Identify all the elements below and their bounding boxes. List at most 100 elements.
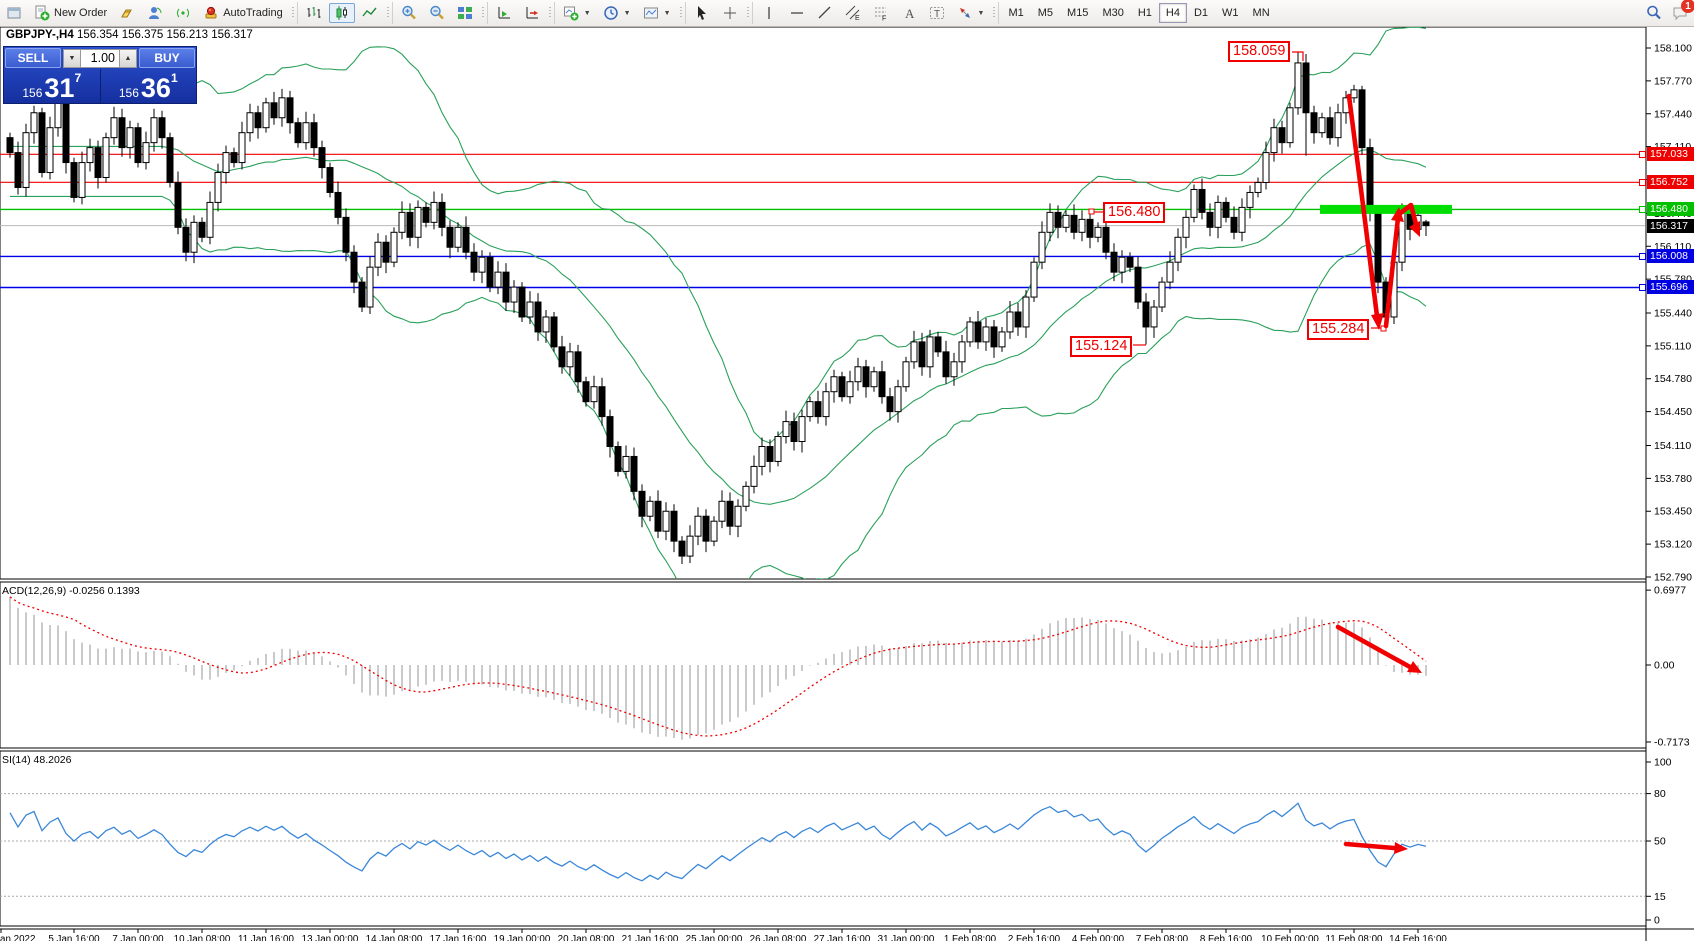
chat-icon[interactable]: 1 bbox=[1672, 0, 1694, 21]
new-chart-icon-glyph bbox=[563, 5, 579, 21]
fibonacci-icon[interactable]: F bbox=[868, 3, 894, 23]
period-clock-icon-glyph bbox=[603, 5, 619, 21]
axis-tick-label: 155.440 bbox=[1654, 307, 1692, 319]
buy-price[interactable]: 156 36 1 bbox=[101, 69, 197, 103]
auto-scroll-icon[interactable] bbox=[519, 3, 545, 23]
buy-price-point: 1 bbox=[170, 71, 178, 85]
trendline-icon[interactable] bbox=[812, 3, 838, 23]
bar-chart-icon-glyph bbox=[306, 5, 322, 21]
axis-tick-label: 15 bbox=[1654, 891, 1666, 903]
volume-field[interactable]: 1.00 bbox=[81, 48, 119, 68]
buy-price-pips: 36 bbox=[140, 73, 171, 103]
period-clock-icon[interactable]: ▼ bbox=[598, 3, 636, 23]
text-icon[interactable]: A bbox=[896, 3, 922, 23]
zoom-out-icon[interactable] bbox=[424, 3, 450, 23]
time-tick-label: 31 Jan 00:00 bbox=[878, 934, 935, 941]
window-icon[interactable] bbox=[1, 3, 27, 23]
sell-price-base: 156 bbox=[22, 86, 43, 100]
axis-price-label-155-696: 155.696 bbox=[1647, 280, 1694, 295]
zoom-in-icon[interactable] bbox=[396, 3, 422, 23]
time-tick-label: 10 Feb 00:00 bbox=[1261, 934, 1319, 941]
template-icon[interactable]: ▼ bbox=[638, 3, 676, 23]
axis-price-label-157-033: 157.033 bbox=[1647, 147, 1694, 162]
timeframe-m1-button[interactable]: M1 bbox=[1008, 7, 1024, 19]
rsi-label: SI(14) 48.2026 bbox=[2, 754, 72, 766]
timeframe-m5-button[interactable]: M5 bbox=[1037, 7, 1054, 19]
sell-price[interactable]: 156 31 7 bbox=[4, 69, 101, 103]
chart-title: GBPJPY-,H4 156.354 156.375 156.213 156.3… bbox=[6, 29, 253, 41]
text-label-icon[interactable]: T bbox=[924, 3, 950, 23]
axis-tick-label: 153.450 bbox=[1654, 506, 1692, 518]
autotrading-button[interactable]: AutoTrading bbox=[198, 3, 288, 23]
cursor-icon[interactable] bbox=[689, 3, 715, 23]
notification-badge: 1 bbox=[1681, 0, 1694, 13]
zoom-in-icon-glyph bbox=[401, 5, 417, 21]
arrows-icon[interactable]: ▼ bbox=[952, 3, 990, 23]
new-chart-icon[interactable]: ▼ bbox=[558, 3, 596, 23]
time-tick-label: 7 Feb 08:00 bbox=[1136, 934, 1189, 941]
timeframe-d1-button[interactable]: D1 bbox=[1193, 7, 1209, 19]
axis-tick-label: 154.110 bbox=[1654, 440, 1691, 452]
axis-tick-label: 154.450 bbox=[1654, 406, 1692, 418]
timeframe-mn-button[interactable]: MN bbox=[1252, 7, 1270, 19]
vertical-line-icon[interactable] bbox=[756, 3, 782, 23]
time-tick-label: 2 Feb 16:00 bbox=[1008, 934, 1061, 941]
tile-windows-icon[interactable] bbox=[452, 3, 478, 23]
timeframe-m15-button[interactable]: M15 bbox=[1067, 7, 1089, 19]
dropdown-arrow-icon[interactable]: ▼ bbox=[583, 9, 591, 17]
level-anchor-marker bbox=[1639, 150, 1646, 158]
sell-button[interactable]: SELL bbox=[5, 48, 61, 68]
broadcast-icon[interactable] bbox=[170, 3, 196, 23]
dropdown-arrow-icon[interactable]: ▼ bbox=[977, 9, 985, 17]
autotrading-button-label: AutoTrading bbox=[223, 7, 283, 19]
chart-area[interactable]: GBPJPY-,H4 156.354 156.375 156.213 156.3… bbox=[0, 26, 1694, 941]
volume-decrease-button[interactable]: ▼ bbox=[63, 48, 81, 68]
tile-windows-icon-glyph bbox=[457, 5, 473, 21]
search-icon[interactable] bbox=[1646, 5, 1662, 21]
chart-shift-icon-glyph bbox=[496, 5, 512, 21]
template-icon-glyph bbox=[643, 5, 659, 21]
svg-text:T: T bbox=[934, 9, 940, 20]
new-order-button[interactable]: New Order bbox=[29, 3, 112, 23]
new-order-button-label: New Order bbox=[54, 7, 108, 19]
axis-tick-label: 153.120 bbox=[1654, 539, 1692, 551]
level-anchor-marker bbox=[1639, 205, 1646, 213]
axis-tick-label: 100 bbox=[1654, 757, 1672, 769]
chart-shift-icon[interactable] bbox=[491, 3, 517, 23]
axis-tick-label: 157.770 bbox=[1654, 75, 1692, 87]
dropdown-arrow-icon[interactable]: ▼ bbox=[663, 9, 671, 17]
time-tick-label: 11 Feb 08:00 bbox=[1325, 934, 1383, 941]
gold-icon[interactable] bbox=[114, 3, 140, 23]
autotrading-glyph bbox=[203, 5, 219, 21]
zoom-out-icon-glyph bbox=[429, 5, 445, 21]
toolbar-separator bbox=[385, 2, 393, 24]
horizontal-line-icon[interactable] bbox=[784, 3, 810, 23]
line-chart-icon[interactable] bbox=[357, 3, 383, 23]
channel-icon[interactable]: E bbox=[840, 3, 866, 23]
candlestick-chart-icon[interactable] bbox=[328, 3, 355, 23]
timeframe-w1-button[interactable]: W1 bbox=[1222, 7, 1239, 19]
time-tick-label: 11 Jan 16:00 bbox=[238, 934, 294, 941]
volume-increase-button[interactable]: ▲ bbox=[119, 48, 137, 68]
signals-icon[interactable] bbox=[142, 3, 168, 23]
timeframe-h4-button[interactable]: H4 bbox=[1158, 3, 1187, 23]
svg-text:A: A bbox=[905, 6, 915, 21]
timeframe-h1-button[interactable]: H1 bbox=[1137, 7, 1152, 19]
gold-icon-glyph bbox=[119, 5, 135, 21]
dropdown-arrow-icon[interactable]: ▼ bbox=[623, 9, 631, 17]
axis-price-label-156-008: 156.008 bbox=[1647, 249, 1694, 264]
text-icon-glyph: A bbox=[901, 5, 917, 21]
timeframe-m30-button[interactable]: M30 bbox=[1102, 7, 1124, 19]
axis-tick-label: 153.780 bbox=[1654, 473, 1692, 485]
price-callout-158-059: 158.059 bbox=[1228, 41, 1291, 62]
crosshair-icon[interactable] bbox=[717, 3, 743, 23]
axis-tick-label: 0 bbox=[1654, 915, 1660, 927]
vertical-line-icon-glyph bbox=[761, 5, 777, 21]
toolbar-separator bbox=[678, 2, 686, 24]
bar-chart-icon[interactable] bbox=[301, 3, 327, 23]
price-callout-156-480: 156.480 bbox=[1103, 202, 1166, 223]
axis-tick-label: 158.100 bbox=[1654, 43, 1692, 55]
buy-button[interactable]: BUY bbox=[139, 48, 195, 68]
channel-icon-glyph: E bbox=[845, 5, 861, 21]
